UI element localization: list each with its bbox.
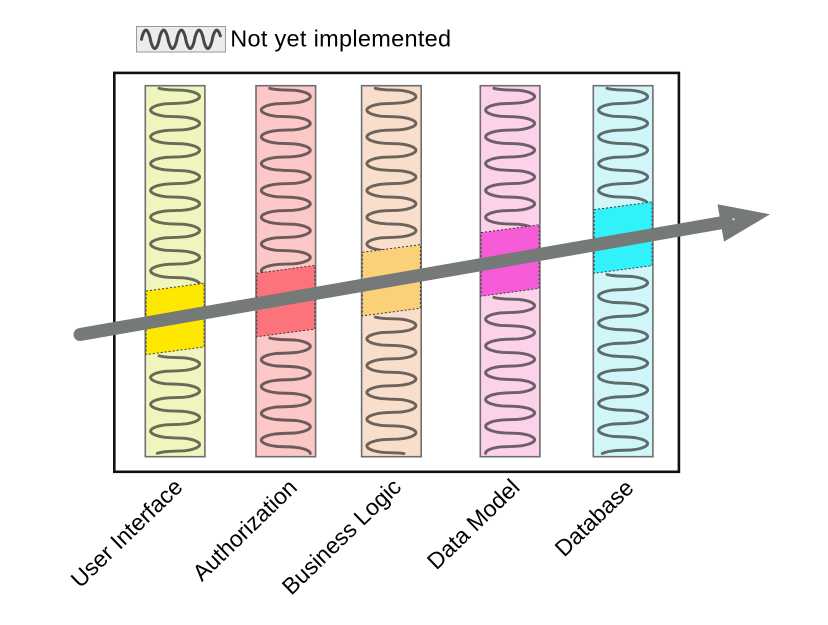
svg-text:Not yet implemented: Not yet implemented [230, 26, 451, 52]
